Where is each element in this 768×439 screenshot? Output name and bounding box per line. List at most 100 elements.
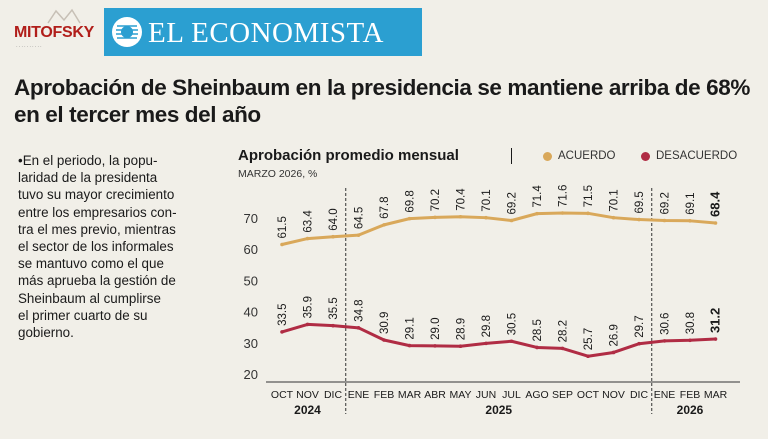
data-label: 71.4 [532, 185, 544, 208]
mitofsky-wordmark: MITOFSKY [14, 24, 94, 41]
chart-subtitle: MARZO 2026, % [238, 168, 318, 180]
x-tick-label: MAY [450, 389, 472, 401]
data-label: 69.8 [405, 190, 417, 212]
headline: Aprobación de Sheinbaum en la presidenci… [14, 75, 750, 127]
data-point [611, 215, 616, 220]
data-point [662, 339, 667, 343]
data-label: 69.2 [660, 192, 672, 214]
data-point [280, 242, 284, 247]
data-label: 30.8 [685, 312, 697, 334]
data-label: 28.2 [558, 320, 570, 342]
x-tick-label: FEB [374, 389, 394, 401]
data-label: 26.9 [609, 324, 621, 346]
data-label: 70.4 [456, 188, 468, 211]
y-tick-label: 30 [244, 336, 258, 351]
data-label: 34.8 [354, 299, 366, 321]
data-label: 35.9 [303, 296, 315, 318]
data-point [713, 337, 718, 341]
data-label: 35.5 [328, 297, 340, 319]
data-point [560, 346, 565, 351]
data-point [509, 218, 514, 223]
data-label: 70.2 [430, 189, 442, 211]
data-point [331, 234, 335, 239]
data-label: 63.4 [303, 210, 315, 233]
data-point [382, 223, 386, 227]
x-tick-label: ENE [654, 389, 676, 401]
data-label: 69.5 [634, 191, 646, 213]
data-point [535, 211, 539, 216]
masthead: MITOFSKY ·········· EL ECONOMISTA [0, 0, 768, 66]
title-divider [511, 148, 512, 164]
x-tick-label: JUN [476, 389, 496, 401]
year-label: 2026 [677, 403, 704, 417]
data-label: 68.4 [708, 191, 723, 217]
side-note: •En el periodo, la popu- laridad de la p… [18, 153, 177, 341]
x-tick-label: DIC [630, 389, 649, 401]
data-label: 30.5 [507, 313, 519, 335]
mitofsky-emblem-icon [47, 8, 81, 24]
data-label: 71.5 [583, 185, 595, 207]
data-label: 70.1 [609, 189, 621, 211]
data-point [484, 215, 488, 220]
data-point [586, 354, 590, 359]
y-tick-label: 40 [244, 305, 258, 320]
x-tick-label: FEB [680, 389, 700, 401]
x-tick-label: DIC [324, 389, 343, 401]
legend-desacuerdo: DESACUERDO [641, 150, 737, 162]
data-point [331, 323, 335, 328]
legend-acuerdo-swatch [543, 151, 552, 161]
data-label: 25.7 [583, 328, 595, 350]
legend-desacuerdo-label: DESACUERDO [656, 150, 738, 162]
data-label: 70.1 [481, 189, 493, 211]
mitofsky-tagline: ·········· [16, 44, 43, 50]
data-point [611, 350, 616, 355]
el-economista-globe-icon [112, 17, 142, 47]
data-point [407, 216, 412, 221]
data-point [407, 343, 412, 348]
data-label: 64.5 [354, 207, 366, 229]
x-tick-label: NOV [602, 389, 625, 401]
data-point [356, 326, 361, 330]
x-tick-label: MAR [704, 389, 728, 401]
x-tick-label: ABR [424, 389, 446, 401]
data-point [637, 217, 641, 222]
data-label: 69.1 [685, 192, 697, 214]
data-point [458, 344, 463, 349]
y-tick-label: 70 [244, 211, 258, 226]
mitofsky-logo: MITOFSKY ·········· [10, 8, 102, 56]
x-tick-label: ENE [348, 389, 370, 401]
series-line-desacuerdo [281, 322, 716, 358]
data-label: 31.2 [708, 308, 723, 333]
data-label: 64.0 [328, 208, 340, 230]
data-point [560, 211, 565, 215]
data-point [713, 221, 718, 225]
year-label: 2025 [485, 403, 512, 417]
x-tick-label: JUL [502, 389, 521, 401]
data-point [484, 341, 488, 346]
y-tick-label: 60 [244, 242, 258, 257]
year-label: 2024 [294, 403, 321, 417]
el-economista-wordmark: EL ECONOMISTA [148, 17, 384, 49]
data-point [305, 322, 310, 327]
data-label: 29.1 [405, 317, 417, 339]
series-line-acuerdo [281, 211, 716, 246]
y-tick-label: 20 [244, 367, 258, 382]
legend-acuerdo-label: ACUERDO [558, 150, 616, 162]
data-point [458, 214, 463, 219]
data-point [535, 345, 539, 350]
data-label: 29.0 [430, 318, 442, 340]
data-label: 29.8 [481, 315, 493, 337]
data-point [433, 215, 437, 220]
el-economista-logo: EL ECONOMISTA [104, 8, 422, 56]
data-point [509, 339, 514, 344]
data-label: 30.6 [660, 313, 672, 335]
data-label: 28.5 [532, 319, 544, 341]
x-tick-label: SEP [552, 389, 573, 401]
data-point [356, 233, 361, 237]
data-point [662, 218, 667, 223]
x-tick-label: OCT [577, 389, 600, 401]
data-point [637, 341, 641, 346]
legend-acuerdo: ACUERDO [543, 150, 616, 162]
data-point [280, 330, 284, 334]
